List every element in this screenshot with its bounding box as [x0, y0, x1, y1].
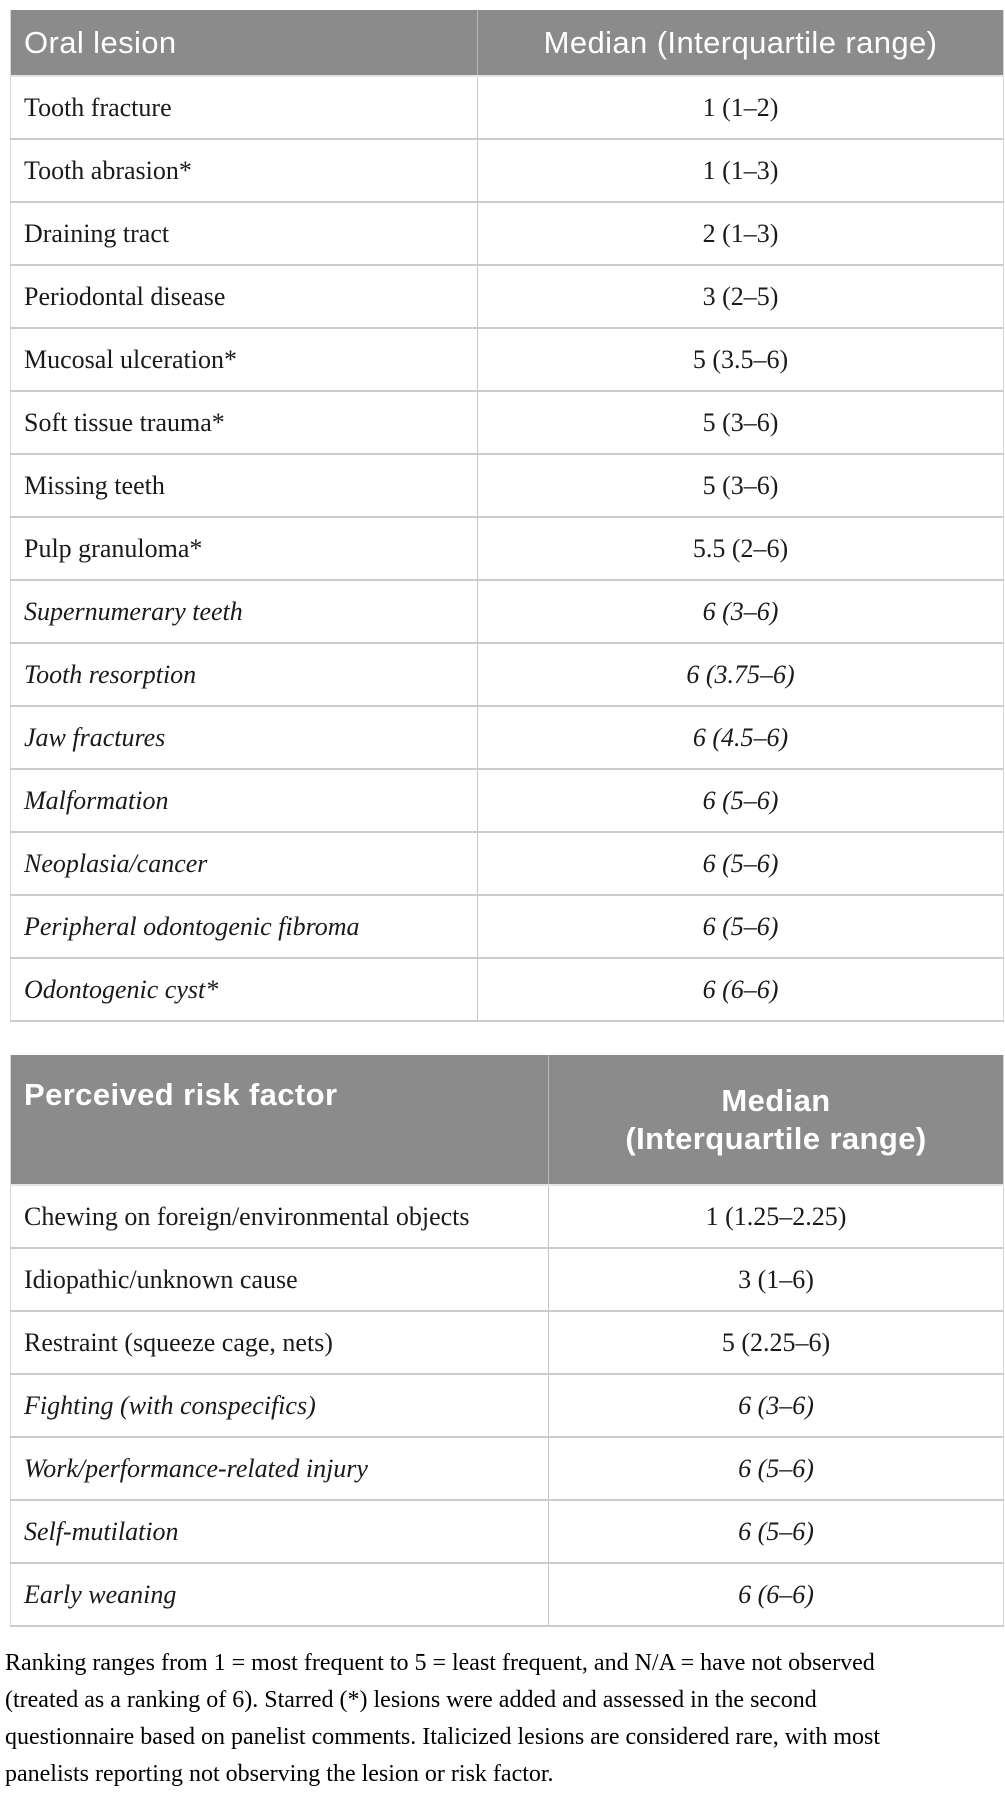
table-row: Jaw fractures 6 (4.5–6) [10, 706, 1004, 770]
median-iqr-value: 5 (3–6) [477, 391, 1004, 455]
oral-lesion-column-header: Oral lesion [10, 10, 478, 77]
oral-lesion-label: Jaw fractures [10, 706, 478, 770]
oral-lesion-label: Periodontal disease [10, 265, 478, 329]
risk-factor-header-row: Perceived risk factor Median (Interquart… [10, 1055, 1004, 1186]
oral-lesion-header-row: Oral lesion Median (Interquartile range) [10, 10, 1004, 77]
median-iqr-value: 3 (1–6) [548, 1248, 1004, 1312]
median-iqr-value: 6 (5–6) [548, 1500, 1004, 1564]
oral-lesion-label: Pulp granuloma* [10, 517, 478, 581]
table-row: Periodontal disease 3 (2–5) [10, 265, 1004, 329]
median-iqr-value: 2 (1–3) [477, 202, 1004, 266]
table-row: Tooth fracture 1 (1–2) [10, 76, 1004, 140]
median-header-line1: Median [721, 1082, 831, 1118]
table-row: Work/performance-related injury 6 (5–6) [10, 1437, 1004, 1501]
median-iqr-value: 6 (5–6) [477, 895, 1004, 959]
median-iqr-value: 6 (4.5–6) [477, 706, 1004, 770]
table-row: Draining tract 2 (1–3) [10, 202, 1004, 266]
table-row: Malformation 6 (5–6) [10, 769, 1004, 833]
oral-lesion-label: Tooth abrasion* [10, 139, 478, 203]
median-iqr-column-header: Median (Interquartile range) [548, 1055, 1004, 1186]
oral-lesion-label: Missing teeth [10, 454, 478, 518]
table-row: Pulp granuloma* 5.5 (2–6) [10, 517, 1004, 581]
median-iqr-value: 6 (5–6) [477, 769, 1004, 833]
table-row: Neoplasia/cancer 6 (5–6) [10, 832, 1004, 896]
risk-factor-label: Chewing on foreign/environmental objects [10, 1185, 549, 1249]
median-header-line2: (Interquartile range) [625, 1120, 927, 1156]
median-iqr-value: 3 (2–5) [477, 265, 1004, 329]
risk-factor-column-header: Perceived risk factor [10, 1055, 549, 1186]
median-iqr-value: 6 (3–6) [477, 580, 1004, 644]
table-row: Peripheral odontogenic fibroma 6 (5–6) [10, 895, 1004, 959]
table-row: Missing teeth 5 (3–6) [10, 454, 1004, 518]
oral-lesion-label: Draining tract [10, 202, 478, 266]
oral-lesion-rows: Tooth fracture 1 (1–2) Tooth abrasion* 1 (1… [10, 76, 1004, 1022]
median-iqr-value: 1 (1–3) [477, 139, 1004, 203]
median-iqr-value: 6 (5–6) [477, 832, 1004, 896]
oral-lesion-label: Soft tissue trauma* [10, 391, 478, 455]
median-iqr-value: 6 (5–6) [548, 1437, 1004, 1501]
median-iqr-value: 6 (6–6) [548, 1563, 1004, 1627]
table-row: Self-mutilation 6 (5–6) [10, 1500, 1004, 1564]
table-row: Early weaning 6 (6–6) [10, 1563, 1004, 1627]
table-row: Soft tissue trauma* 5 (3–6) [10, 391, 1004, 455]
table-row: Odontogenic cyst* 6 (6–6) [10, 958, 1004, 1022]
risk-factor-label: Fighting (with conspecifics) [10, 1374, 549, 1438]
risk-factor-table: Perceived risk factor Median (Interquart… [10, 1055, 1004, 1627]
median-iqr-value: 1 (1.25–2.25) [548, 1185, 1004, 1249]
risk-factor-label: Self-mutilation [10, 1500, 549, 1564]
risk-factor-label: Restraint (squeeze cage, nets) [10, 1311, 549, 1375]
oral-lesion-label: Supernumerary teeth [10, 580, 478, 644]
median-iqr-value: 5 (2.25–6) [548, 1311, 1004, 1375]
risk-factor-rows: Chewing on foreign/environmental objects… [10, 1185, 1004, 1627]
table-row: Tooth resorption 6 (3.75–6) [10, 643, 1004, 707]
table-row: Mucosal ulceration* 5 (3.5–6) [10, 328, 1004, 392]
table-row: Supernumerary teeth 6 (3–6) [10, 580, 1004, 644]
median-iqr-value: 6 (3.75–6) [477, 643, 1004, 707]
oral-lesion-label: Odontogenic cyst* [10, 958, 478, 1022]
oral-lesion-label: Tooth resorption [10, 643, 478, 707]
risk-factor-label: Work/performance-related injury [10, 1437, 549, 1501]
table-row: Idiopathic/unknown cause 3 (1–6) [10, 1248, 1004, 1312]
table-row: Fighting (with conspecifics) 6 (3–6) [10, 1374, 1004, 1438]
oral-lesion-label: Neoplasia/cancer [10, 832, 478, 896]
median-iqr-value: 5 (3–6) [477, 454, 1004, 518]
median-iqr-value: 6 (6–6) [477, 958, 1004, 1022]
median-iqr-value: 6 (3–6) [548, 1374, 1004, 1438]
risk-factor-label: Early weaning [10, 1563, 549, 1627]
oral-lesion-table: Oral lesion Median (Interquartile range)… [10, 10, 1004, 1022]
oral-lesion-label: Malformation [10, 769, 478, 833]
risk-factor-label: Idiopathic/unknown cause [10, 1248, 549, 1312]
table-row: Restraint (squeeze cage, nets) 5 (2.25–6) [10, 1311, 1004, 1375]
median-iqr-column-header: Median (Interquartile range) [477, 10, 1004, 77]
median-iqr-value: 5.5 (2–6) [477, 517, 1004, 581]
oral-lesion-label: Mucosal ulceration* [10, 328, 478, 392]
median-iqr-value: 5 (3.5–6) [477, 328, 1004, 392]
oral-lesion-label: Tooth fracture [10, 76, 478, 140]
oral-lesion-label: Peripheral odontogenic fibroma [10, 895, 478, 959]
table-row: Tooth abrasion* 1 (1–3) [10, 139, 1004, 203]
median-iqr-value: 1 (1–2) [477, 76, 1004, 140]
table-row: Chewing on foreign/environmental objects… [10, 1185, 1004, 1249]
table-footnote: Ranking ranges from 1 = most frequent to… [5, 1650, 881, 1787]
